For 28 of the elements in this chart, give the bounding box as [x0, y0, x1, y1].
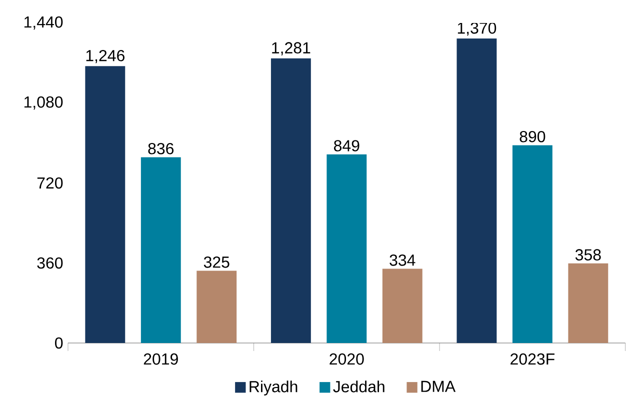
- bar: [326, 154, 367, 343]
- bar: [196, 270, 237, 343]
- data-label: 890: [520, 130, 546, 142]
- data-label: 1,281: [272, 42, 310, 56]
- legend-label: Riyadh: [250, 380, 298, 396]
- x-tick-label: 2020: [330, 353, 364, 365]
- data-label: 1,246: [86, 50, 124, 64]
- bar: [85, 66, 126, 343]
- bar: [568, 263, 608, 343]
- data-label: 325: [204, 256, 230, 268]
- legend-label: DMA: [421, 380, 456, 392]
- data-label: 334: [390, 254, 416, 266]
- y-tick-label: 1,440: [24, 16, 63, 30]
- bar: [270, 58, 311, 343]
- data-label: 358: [575, 249, 601, 260]
- bar: [512, 145, 552, 343]
- y-tick-label: 0: [55, 337, 63, 349]
- x-tick-label: 2019: [144, 353, 178, 365]
- bar: [140, 157, 181, 343]
- y-tick-label: 360: [37, 257, 63, 269]
- y-tick-label: 1,080: [24, 96, 63, 110]
- legend-label: Jeddah: [333, 380, 384, 392]
- x-tick-label: 2023F: [510, 353, 554, 365]
- data-label: 849: [334, 140, 360, 152]
- data-label: 836: [148, 142, 174, 154]
- bar: [456, 38, 497, 343]
- y-tick-label: 720: [37, 177, 63, 189]
- bar: [382, 268, 422, 343]
